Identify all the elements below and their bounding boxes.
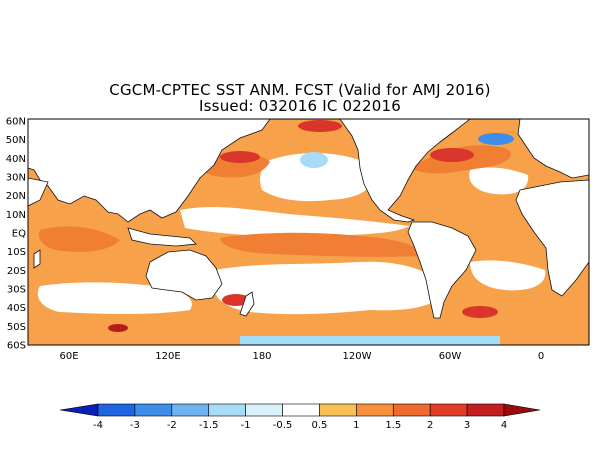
colorbar-level-label: -2 (167, 420, 177, 431)
lat-label-60s: 60S (7, 341, 26, 352)
colorbar-box (356, 403, 394, 417)
colorbar-box (392, 403, 431, 417)
hot-spot-gulf-of-alaska (298, 120, 342, 132)
hot-spot-south-atlantic (462, 306, 498, 318)
landmass-australia (145, 249, 223, 301)
colorbar-level-label: 4 (501, 420, 507, 431)
colorbar-box (97, 403, 136, 417)
lat-label-50n: 50N (6, 135, 26, 146)
longitude-labels: 60E 120E 180 120W 60W 0 (59, 351, 544, 362)
sst-anomaly-field (28, 119, 589, 345)
colorbar-box (208, 403, 246, 417)
colorbar-level-label: -1.5 (199, 420, 219, 431)
colorbar-level-label: -4 (93, 420, 103, 431)
lon-label-60e: 60E (59, 351, 78, 362)
lon-label-120w: 120W (343, 351, 372, 362)
colorbar-level-label: 2 (427, 420, 433, 431)
colorbar-level-label: 1 (353, 420, 359, 431)
colorbar-box (171, 403, 210, 417)
colorbar-box (466, 403, 505, 417)
map-frame (27, 118, 590, 346)
hot-spot-tasman (222, 294, 250, 306)
lon-label-120e: 120E (155, 351, 180, 362)
map-subtitle: Issued: 032016 IC 022016 (199, 97, 401, 115)
lat-label-20s: 20S (7, 266, 26, 277)
colorbar-box (319, 403, 357, 417)
warm-band-equatorial-pacific (220, 232, 421, 257)
landmass-new-zealand (239, 291, 255, 317)
landmass-madagascar (33, 249, 41, 269)
neutral-region-subtropical-pacific (180, 206, 410, 237)
map-title: CGCM-CPTEC SST ANM. FCST (Valid for AMJ … (109, 81, 491, 99)
lon-label-180: 180 (252, 351, 271, 362)
lat-label-40n: 40N (6, 154, 26, 165)
cool-spot-north-atlantic (478, 133, 514, 145)
landmass-south-america (407, 221, 477, 319)
landmass-africa-horn (28, 177, 49, 207)
lat-label-40s: 40S (7, 303, 26, 314)
colorbar-arrow-low (59, 403, 99, 417)
landmass-north-america (339, 119, 471, 223)
cool-spot-north-pacific (300, 152, 328, 168)
lon-label-0: 0 (538, 351, 544, 362)
colorbar-level-label: -1 (241, 420, 251, 431)
lat-label-20n: 20N (6, 191, 26, 202)
lat-label-60n: 60N (6, 117, 26, 128)
colorbar-level-label: 1.5 (385, 420, 401, 431)
warm-band-indian (38, 226, 120, 252)
colorbar-level-label: -3 (130, 420, 140, 431)
neutral-region-south-pacific (212, 261, 448, 315)
lat-label-30s: 30S (7, 285, 26, 296)
colorbar-level-label: 0.5 (312, 420, 328, 431)
colorbar-box (245, 403, 283, 417)
lat-label-30n: 30N (6, 173, 26, 184)
neutral-region-north-pacific (260, 153, 374, 202)
colorbar-level-label: 3 (464, 420, 470, 431)
hot-spot-south-indian (108, 324, 128, 332)
landmass-indonesia (127, 227, 197, 247)
neutral-region-south-indian (37, 282, 192, 314)
landmass-greenland-europe (517, 119, 589, 179)
cool-band-southern-ocean (240, 336, 500, 345)
landmass-africa-west (515, 179, 589, 297)
hot-spot-gulf-stream (430, 148, 474, 162)
lat-label-10n: 10N (6, 210, 26, 221)
lon-label-60w: 60W (439, 351, 462, 362)
land-masses (28, 119, 589, 319)
latitude-labels: 60N 50N 40N 30N 20N 10N EQ 10S 20S 30S 40S 50S 60S (6, 117, 26, 352)
lat-label-50s: 50S (7, 322, 26, 333)
colorbar-level-label: -0.5 (273, 420, 293, 431)
neutral-region-south-atlantic (470, 260, 546, 291)
colorbar-box (134, 403, 173, 417)
colorbar: -4 -3 -2 -1.5 -1 -0.5 0.5 1 1.5 2 3 4 (59, 403, 541, 431)
hot-spot-kuroshio (220, 151, 260, 163)
lat-label-eq: EQ (12, 229, 26, 240)
colorbar-box (282, 403, 320, 417)
colorbar-box (429, 403, 468, 417)
neutral-region-north-atlantic (469, 167, 529, 195)
colorbar-arrow-high (503, 403, 541, 417)
lat-label-10s: 10S (7, 247, 26, 258)
